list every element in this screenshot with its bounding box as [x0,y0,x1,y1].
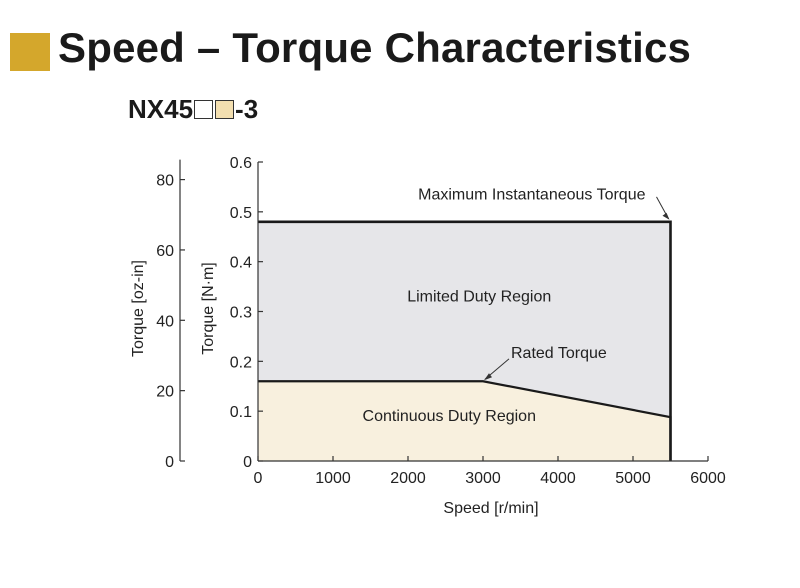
y-axis-label: Torque [N·m] [200,262,217,354]
x-tick-label: 5000 [615,470,651,487]
x-tick-label: 6000 [690,470,726,487]
x-tick-label: 1000 [315,470,351,487]
continuous-duty-region-fill [258,381,671,461]
y-secondary-tick-label: 20 [156,384,174,401]
y-tick-label: 0.5 [230,205,252,222]
y-secondary-tick-label: 60 [156,243,174,260]
model-box-blank [194,100,214,119]
y-secondary-tick-label: 80 [156,173,174,190]
x-tick-label: 0 [254,470,263,487]
rated-torque-arrowhead [484,373,492,381]
x-tick-label: 3000 [465,470,501,487]
y-tick-label: 0.4 [230,255,252,272]
y-secondary-tick-label: 40 [156,313,174,330]
model-suffix: -3 [235,94,259,124]
y-axis-secondary-label: Torque [oz-in] [130,260,147,357]
y-secondary-tick-label: 0 [165,454,174,471]
max-torque-arrowhead [662,212,670,220]
x-axis-label: Speed [r/min] [443,500,538,517]
rated-torque-annotation: Rated Torque [511,345,607,362]
rated-torque-line [258,380,672,461]
y-tick-label: 0.1 [230,404,252,421]
model-number: NX45 -3 [128,94,258,125]
y-tick-label: 0.3 [230,305,252,322]
x-tick-label: 2000 [390,470,426,487]
page-title: Speed – Torque Characteristics [58,24,692,71]
y-tick-label: 0.6 [230,155,252,172]
y-tick-label: 0.2 [230,354,252,371]
y-tick-label: 0 [243,454,252,471]
header-accent-square [10,33,50,71]
model-box-colored [215,100,235,119]
max-torque-annotation: Maximum Instantaneous Torque [418,186,645,203]
continuous-duty-region-label: Continuous Duty Region [363,408,536,425]
max-torque-line [258,220,672,461]
limited-duty-region-label: Limited Duty Region [407,289,551,306]
x-tick-label: 4000 [540,470,576,487]
model-prefix: NX45 [128,94,194,124]
